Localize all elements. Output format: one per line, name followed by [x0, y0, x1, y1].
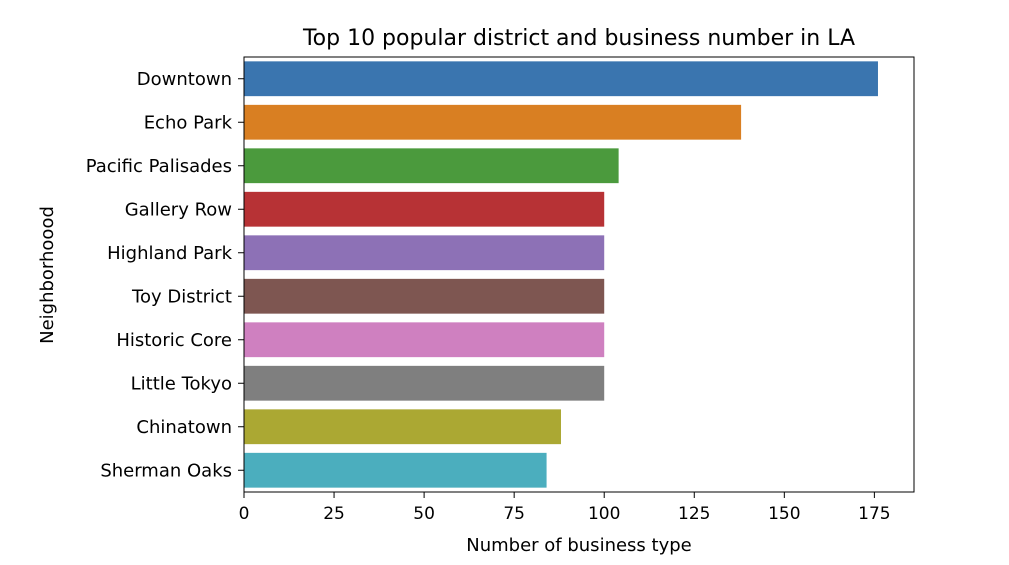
x-tick-label: 150	[768, 504, 800, 524]
chart-title: Top 10 popular district and business num…	[302, 26, 855, 51]
bar-downtown	[244, 61, 878, 97]
x-axis-label: Number of business type	[466, 535, 691, 556]
bars-group	[244, 61, 878, 488]
bar-gallery-row	[244, 191, 605, 227]
category-label: Highland Park	[107, 243, 232, 264]
category-label: Toy District	[131, 286, 232, 307]
x-tick-label: 25	[323, 504, 345, 524]
bar-historic-core	[244, 322, 605, 358]
bar-sherman-oaks	[244, 452, 547, 488]
plot-frame	[243, 56, 915, 493]
bar-highland-park	[244, 235, 605, 271]
category-label: Chinatown	[136, 417, 232, 438]
category-label: Pacific Palisades	[86, 156, 232, 177]
category-label: Historic Core	[116, 330, 232, 351]
x-tick-label: 100	[588, 504, 620, 524]
bar-little-tokyo	[244, 365, 605, 401]
category-label: Echo Park	[144, 112, 233, 133]
bar-chinatown	[244, 409, 561, 445]
x-tick-label: 175	[858, 504, 890, 524]
category-labels: Downtown Echo Park Pacific Palisades Galler…	[86, 69, 244, 481]
y-axis-label: Neighborhoood	[37, 206, 58, 344]
category-label: Sherman Oaks	[100, 460, 232, 481]
category-label: Little Tokyo	[131, 373, 232, 394]
bar-echo-park	[244, 104, 742, 140]
x-tick-label: 75	[503, 504, 525, 524]
x-tick-label: 50	[413, 504, 435, 524]
bar-toy-district	[244, 278, 605, 314]
category-label: Gallery Row	[125, 199, 232, 220]
x-tick-label: 125	[678, 504, 710, 524]
category-label: Downtown	[137, 69, 232, 90]
bar-pacific-palisades	[244, 148, 619, 184]
x-tick-label: 0	[239, 504, 250, 524]
x-axis-ticks: 0 25 50 75 100 125 150 175	[239, 492, 891, 524]
